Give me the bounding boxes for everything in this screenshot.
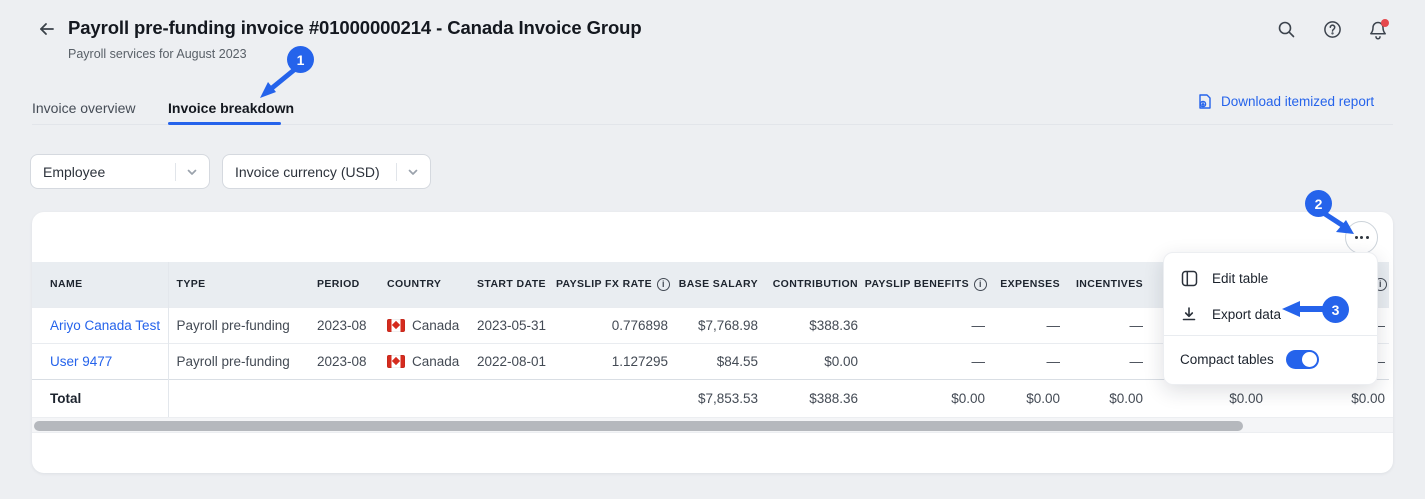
compact-tables-toggle[interactable] xyxy=(1285,349,1319,369)
total-contribution: $388.36 xyxy=(762,378,862,417)
edit-table-icon xyxy=(1180,270,1198,287)
col-header-name[interactable]: NAME xyxy=(32,262,169,307)
currency-filter-value: Invoice currency (USD) xyxy=(235,163,380,180)
back-arrow-icon xyxy=(40,23,54,35)
total-expenses: $0.00 xyxy=(989,378,1064,417)
total-base-salary: $7,853.53 xyxy=(672,378,762,417)
employee-filter-value: Employee xyxy=(43,163,106,180)
employee-name-link[interactable]: User 9477 xyxy=(32,342,169,379)
search-icon xyxy=(1278,21,1294,38)
search-button[interactable] xyxy=(1275,20,1297,42)
info-icon[interactable]: i xyxy=(657,277,670,291)
menu-divider xyxy=(1164,335,1377,336)
compact-tables-label: Compact tables xyxy=(1180,351,1274,367)
col-header-start-date[interactable]: START DATE xyxy=(460,262,548,307)
annotation-badge-3: 3 xyxy=(1322,296,1349,323)
col-header-country[interactable]: COUNTRY xyxy=(363,262,460,307)
topbar-icons xyxy=(1275,19,1389,42)
canada-flag-icon xyxy=(387,318,405,332)
col-header-payslip-benefits[interactable]: PAYSLIP BENEFITS i xyxy=(862,262,989,307)
total-label: Total xyxy=(32,378,169,417)
col-header-base-salary[interactable]: BASE SALARY xyxy=(672,262,762,307)
employee-name-link[interactable]: Ariyo Canada Test xyxy=(32,306,169,343)
menu-item-compact-tables: Compact tables xyxy=(1164,339,1377,379)
export-data-icon xyxy=(1180,306,1198,322)
employee-filter-select[interactable]: Employee xyxy=(30,154,210,189)
bell-icon xyxy=(1370,21,1386,40)
notification-dot xyxy=(1381,19,1389,27)
help-icon xyxy=(1323,21,1341,38)
help-button[interactable] xyxy=(1321,20,1343,42)
col-header-type[interactable]: TYPE xyxy=(168,262,303,307)
chevron-down-icon xyxy=(175,162,199,181)
menu-item-label: Export data xyxy=(1212,306,1282,322)
info-icon[interactable]: i xyxy=(974,277,987,291)
annotation-arrow-1 xyxy=(260,67,297,98)
col-header-expenses[interactable]: EXPENSES xyxy=(989,262,1064,307)
total-incentives: $0.00 xyxy=(1064,378,1147,417)
chevron-down-icon xyxy=(396,162,420,181)
annotation-arrow-3 xyxy=(1282,301,1327,317)
tab-bar: Invoice overview Invoice breakdown xyxy=(32,90,1393,125)
table-total-row: Total $7,853.53 $388.36 $0.00 $0.00 $0.0… xyxy=(32,378,1389,417)
tab-invoice-overview[interactable]: Invoice overview xyxy=(32,90,136,125)
menu-item-edit-table[interactable]: Edit table xyxy=(1164,260,1377,296)
currency-filter-select[interactable]: Invoice currency (USD) xyxy=(222,154,431,189)
col-header-payslip-fx-rate[interactable]: PAYSLIP FX RATE i xyxy=(548,262,672,307)
horizontal-scrollbar-thumb[interactable] xyxy=(34,421,1243,431)
annotation-badge-1: 1 xyxy=(287,46,314,73)
download-report-icon xyxy=(1199,94,1211,109)
total-benefits: $0.00 xyxy=(862,378,989,417)
annotation-badge-2: 2 xyxy=(1305,190,1332,217)
canada-flag-icon xyxy=(387,354,405,368)
menu-item-label: Edit table xyxy=(1212,270,1269,286)
table-options-menu: Edit table Export data Compact tables xyxy=(1163,252,1378,385)
tab-invoice-breakdown[interactable]: Invoice breakdown xyxy=(168,90,294,125)
download-link-label: Download itemized report xyxy=(1221,94,1375,109)
menu-item-export-data[interactable]: Export data xyxy=(1164,296,1377,332)
col-header-period[interactable]: PERIOD xyxy=(303,262,363,307)
horizontal-scrollbar-track[interactable] xyxy=(32,417,1393,433)
back-button[interactable] xyxy=(36,19,58,41)
download-itemized-report-link[interactable]: Download itemized report xyxy=(1197,93,1374,110)
table-more-options-button[interactable] xyxy=(1345,221,1378,254)
notifications-button[interactable] xyxy=(1367,19,1389,42)
col-header-incentives[interactable]: INCENTIVES xyxy=(1064,262,1147,307)
col-header-contribution[interactable]: CONTRIBUTION xyxy=(762,262,862,307)
ellipsis-icon xyxy=(1354,236,1358,239)
active-tab-underline xyxy=(168,122,281,125)
page-title: Payroll pre-funding invoice #01000000214… xyxy=(68,17,642,38)
page-subtitle: Payroll services for August 2023 xyxy=(68,47,247,61)
